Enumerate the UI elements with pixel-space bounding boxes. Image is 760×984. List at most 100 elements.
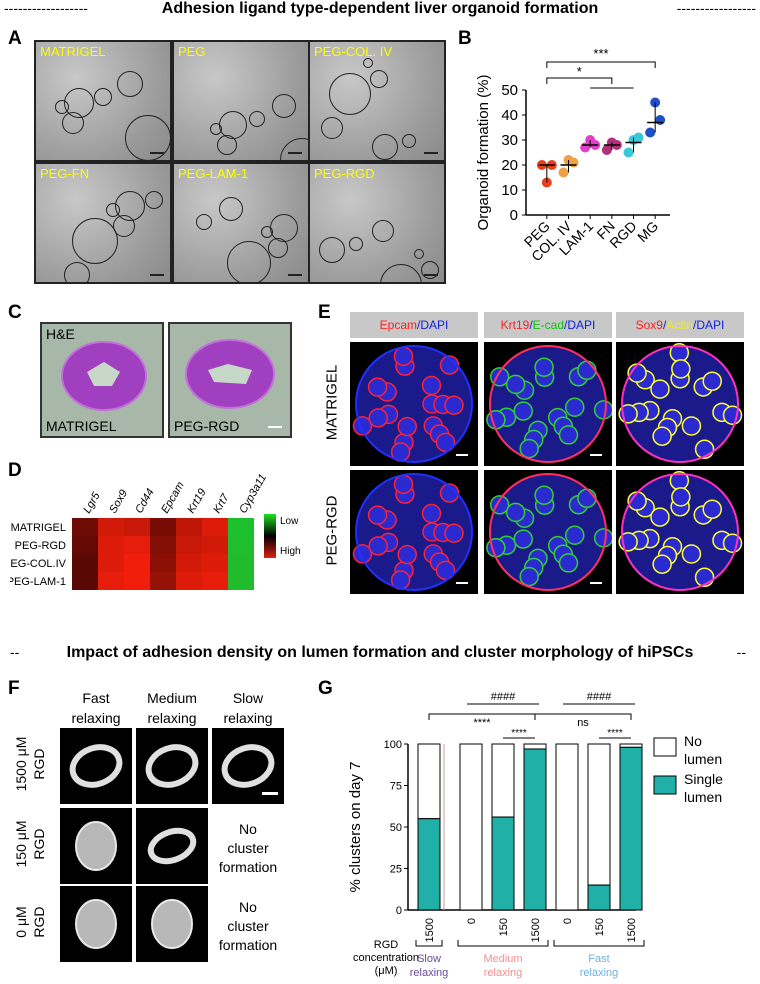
cell-outline [106, 203, 120, 217]
organoid-edge [489, 345, 607, 463]
micrograph-tile: PEG [172, 40, 310, 162]
row-label-line: 1500 μM [13, 736, 29, 792]
scale-bar [590, 582, 602, 584]
fluorescence-drawing [486, 473, 612, 591]
cell-nucleus [505, 502, 526, 523]
heatmap-cell [176, 572, 202, 590]
heatmap-cell [202, 536, 228, 554]
group-label: relaxing [484, 967, 523, 979]
cell-nucleus [577, 488, 597, 509]
x-tick-label: 0 [466, 918, 478, 924]
panel-label-d: D [8, 460, 22, 481]
no-cluster-line: No [239, 899, 257, 915]
tile-label: MATRIGEL [40, 44, 106, 59]
y-tick-label: 0 [510, 207, 518, 224]
he-image-matrigel: H&E MATRIGEL [40, 322, 164, 438]
sig-bracket-2 [546, 77, 613, 84]
cell-nucleus [702, 371, 722, 391]
y-tick-label: 75 [390, 781, 402, 793]
sig-label-2: * [577, 64, 582, 79]
cell-nucleus [368, 408, 388, 428]
channel-name: /DAPI [693, 318, 725, 332]
he-organoid-peg-rgd [185, 339, 275, 409]
sig-bracket-ns [534, 713, 632, 720]
cluster-drawing [147, 827, 197, 865]
section-title-bottom: Impact of adhesion density on lumen form… [0, 644, 760, 662]
cluster-drawing [221, 744, 278, 795]
heatmap-cell [176, 554, 202, 572]
cell-outline [72, 218, 118, 264]
cell-outline [319, 237, 345, 263]
cell-outline [261, 226, 273, 238]
organoid-edge [489, 473, 607, 591]
y-axis-label: Organoid formation (%) [475, 75, 492, 231]
cell-outline [349, 237, 363, 251]
bar-single-lumen [417, 818, 441, 911]
scale-bar [424, 152, 438, 154]
cell-outline [370, 70, 388, 88]
cell-outline [421, 261, 439, 279]
panel-label-c: C [8, 302, 22, 323]
heatmap-cell [228, 572, 254, 590]
data-point [645, 127, 656, 138]
cluster-image [60, 728, 132, 804]
sig-s2: **** [511, 728, 527, 739]
heatmap-cell [150, 518, 176, 536]
he-peg-rgd-label: PEG-RGD [174, 418, 240, 434]
cell-nucleus [558, 553, 579, 573]
y-tick-label: 10 [501, 182, 518, 199]
cell-outline [219, 197, 243, 221]
data-point [601, 145, 612, 155]
channel-name: E-cad [532, 318, 565, 332]
organoid-edge [355, 345, 473, 463]
legend-label: lumen [684, 789, 722, 805]
tile-label: PEG [178, 44, 206, 59]
group-label: Fast [588, 953, 609, 965]
scale-bar [262, 792, 278, 795]
fluorescence-drawing [618, 470, 743, 591]
group-label: Medium [483, 953, 522, 965]
micrograph-tile: PEG-RGD [308, 162, 446, 284]
cell-nucleus [722, 533, 743, 554]
cell-nucleus [681, 416, 702, 436]
column-header-line: Slow [232, 690, 264, 706]
cell-outline [363, 58, 373, 68]
cell-nucleus [435, 432, 456, 453]
y-tick-label: 20 [501, 157, 518, 174]
heatmap-cell [176, 518, 202, 536]
cell-nucleus [681, 544, 702, 564]
tile-label: PEG-LAM-1 [178, 166, 249, 181]
cluster-drawing [75, 821, 117, 871]
cell-outline [380, 264, 422, 282]
x-tick-label: 1500 [424, 918, 436, 942]
cell-nucleus [444, 523, 464, 543]
sig-ns: ns [577, 717, 589, 729]
cell-nucleus [397, 416, 417, 437]
y-tick-label: 25 [390, 864, 402, 876]
cell-nucleus [702, 499, 722, 519]
cell-nucleus [513, 401, 533, 421]
cell-outline [145, 191, 163, 209]
he-matrigel-label: MATRIGEL [46, 418, 117, 434]
data-point [568, 157, 579, 168]
micrograph-tile: PEG-COL. IV [308, 40, 446, 162]
cluster-image [60, 808, 132, 884]
cluster-drawing [69, 744, 123, 788]
row-label-line: RGD [31, 828, 47, 860]
cell-outline [268, 238, 288, 258]
cell-nucleus [435, 560, 456, 581]
cell-outline [414, 249, 424, 259]
cell-outline [227, 241, 271, 282]
heatmap-col-label: Sox9 [107, 488, 130, 516]
cell-nucleus [367, 377, 388, 397]
row-label-box: 150 μM RGD [8, 808, 54, 888]
scale-bar [150, 152, 164, 154]
cell-nucleus [393, 474, 414, 495]
organoid-edge [355, 473, 473, 591]
solid-cluster [75, 821, 117, 871]
cluster-drawing [145, 744, 199, 788]
cell-nucleus [593, 400, 612, 420]
heatmap-cell [72, 518, 98, 536]
micrograph-tile: PEG-FN [34, 162, 172, 284]
